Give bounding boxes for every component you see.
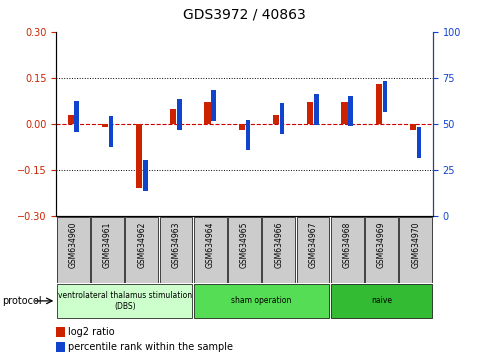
Text: protocol: protocol (2, 296, 42, 306)
FancyBboxPatch shape (193, 217, 226, 283)
Bar (347, 96, 352, 126)
Text: GSM634965: GSM634965 (240, 221, 248, 268)
Bar (204, 102, 210, 124)
Bar (56, 342, 64, 353)
Text: GSM634970: GSM634970 (410, 221, 419, 268)
FancyBboxPatch shape (125, 217, 158, 283)
FancyBboxPatch shape (159, 217, 192, 283)
FancyBboxPatch shape (227, 217, 261, 283)
FancyBboxPatch shape (330, 284, 431, 318)
Text: log2 ratio: log2 ratio (68, 327, 115, 337)
Text: GSM634961: GSM634961 (103, 221, 112, 268)
Text: GSM634968: GSM634968 (342, 221, 351, 268)
Bar (306, 102, 313, 124)
Bar (382, 81, 386, 112)
Bar (74, 101, 79, 132)
Text: percentile rank within the sample: percentile rank within the sample (68, 342, 233, 352)
Bar (272, 115, 279, 124)
FancyBboxPatch shape (57, 217, 90, 283)
Text: GSM634963: GSM634963 (171, 221, 180, 268)
Bar (142, 160, 147, 191)
Text: GSM634969: GSM634969 (376, 221, 385, 268)
Bar (341, 102, 347, 124)
Text: ventrolateral thalamus stimulation
(DBS): ventrolateral thalamus stimulation (DBS) (58, 291, 191, 310)
Text: GDS3972 / 40863: GDS3972 / 40863 (183, 7, 305, 21)
Text: sham operation: sham operation (231, 296, 291, 306)
FancyBboxPatch shape (330, 217, 363, 283)
Bar (211, 90, 216, 121)
Bar (56, 327, 64, 337)
Bar (108, 116, 113, 147)
Text: GSM634964: GSM634964 (205, 221, 214, 268)
Text: GSM634967: GSM634967 (308, 221, 317, 268)
Bar (416, 127, 421, 158)
FancyBboxPatch shape (262, 217, 295, 283)
Bar (102, 124, 108, 127)
Bar (375, 84, 381, 124)
Bar (245, 120, 250, 150)
FancyBboxPatch shape (91, 217, 124, 283)
Bar (177, 99, 182, 130)
Bar (136, 124, 142, 188)
FancyBboxPatch shape (398, 217, 431, 283)
Text: GSM634962: GSM634962 (137, 221, 146, 268)
FancyBboxPatch shape (193, 284, 329, 318)
Bar (170, 109, 176, 124)
Bar (279, 103, 284, 134)
Bar (67, 115, 74, 124)
Text: GSM634960: GSM634960 (69, 221, 78, 268)
FancyBboxPatch shape (57, 284, 192, 318)
FancyBboxPatch shape (364, 217, 397, 283)
FancyBboxPatch shape (296, 217, 329, 283)
Bar (409, 124, 415, 130)
Text: GSM634966: GSM634966 (274, 221, 283, 268)
Bar (238, 124, 244, 130)
Bar (313, 94, 318, 125)
Text: naive: naive (370, 296, 391, 306)
